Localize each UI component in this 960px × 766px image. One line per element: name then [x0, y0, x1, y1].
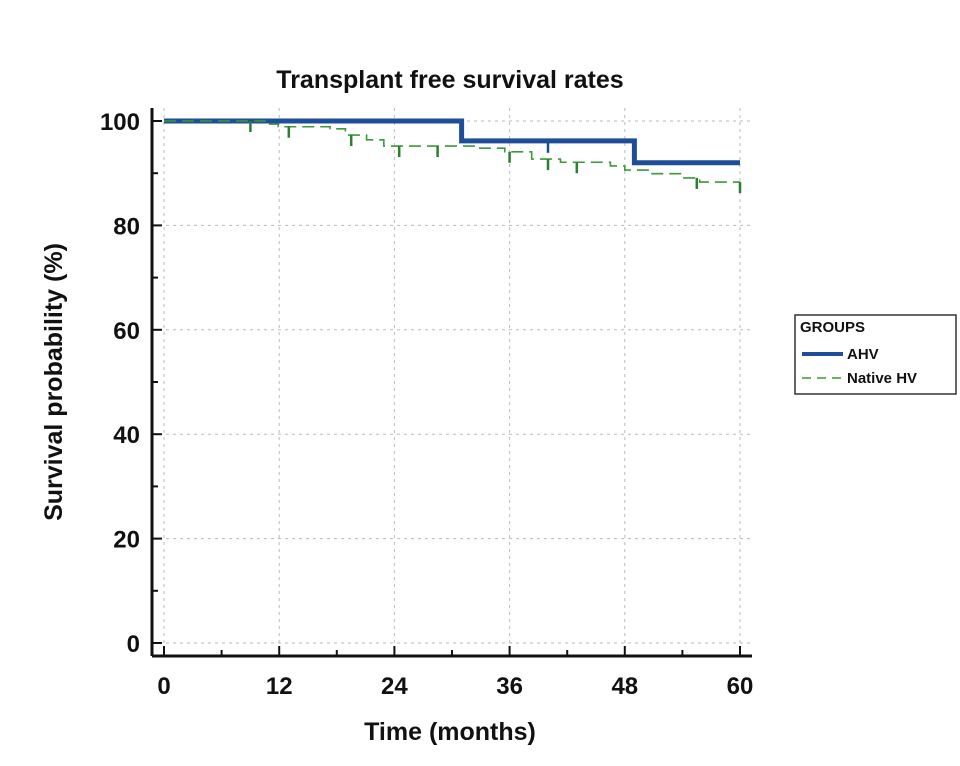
- y-axis-label: Survival probability (%): [40, 243, 68, 521]
- chart-title: Transplant free survival rates: [276, 66, 623, 94]
- x-tick-label: 36: [496, 673, 523, 700]
- legend-label-ahv: AHV: [847, 346, 879, 363]
- y-tick-label: 0: [127, 631, 140, 658]
- series-line-native-hv: [164, 120, 740, 183]
- axes: [150, 108, 752, 658]
- y-tick-label: 40: [113, 422, 140, 449]
- y-tick-label: 100: [100, 109, 140, 136]
- x-tick-label: 0: [157, 673, 170, 700]
- legend-label-native-hv: Native HV: [847, 370, 917, 387]
- x-tick-label: 60: [727, 673, 754, 700]
- series-group: [164, 118, 742, 194]
- grid: [152, 108, 750, 656]
- legend: GROUPS AHV Native HV: [794, 314, 957, 395]
- x-axis-label: Time (months): [364, 718, 536, 746]
- legend-title: GROUPS: [800, 319, 865, 336]
- y-tick-label: 60: [113, 318, 140, 345]
- y-tick-label: 80: [113, 213, 140, 240]
- x-tick-label: 24: [381, 673, 408, 700]
- x-tick-label: 48: [611, 673, 638, 700]
- x-tick-label: 12: [266, 673, 293, 700]
- y-tick-labels: 0 20 40 60 80 100: [100, 109, 140, 658]
- y-tick-label: 20: [113, 527, 140, 554]
- x-tick-labels: 0 12 24 36 48 60: [157, 673, 753, 700]
